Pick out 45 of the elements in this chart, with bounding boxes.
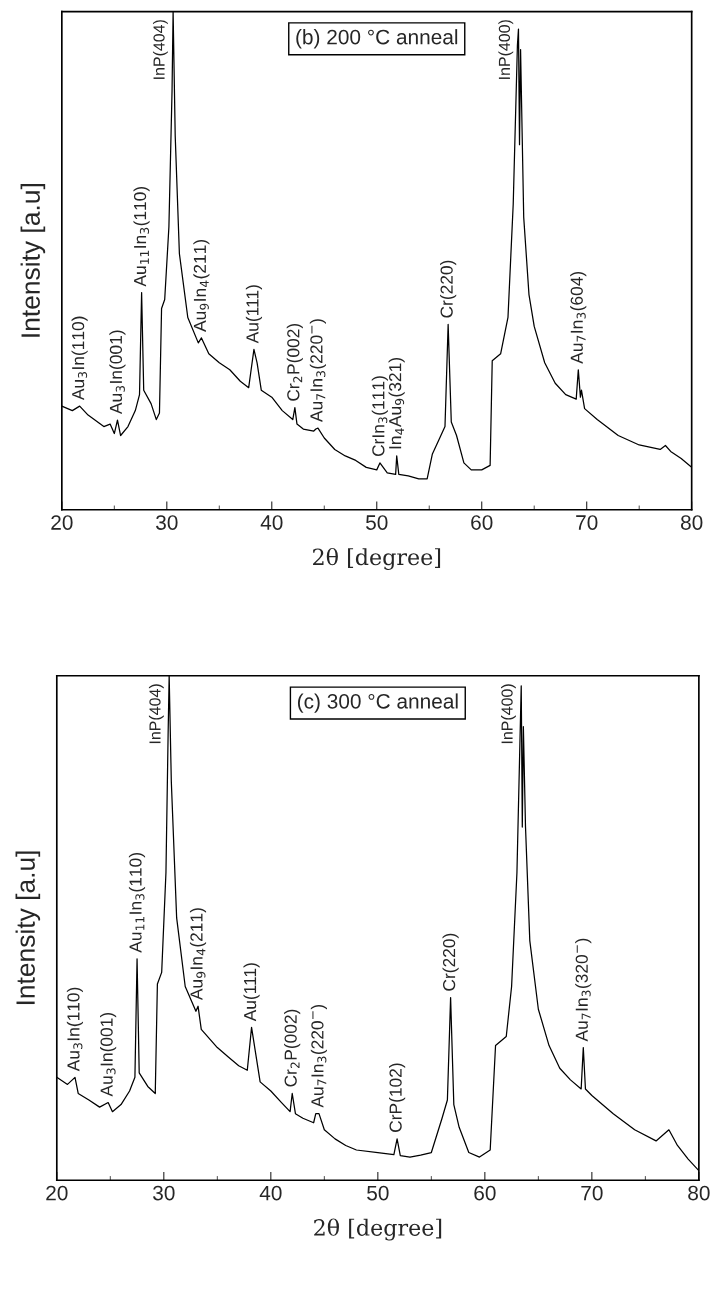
annotation: Au$_{11}$In$_{3}$(110) xyxy=(128,853,146,953)
y-axis-title: Intensity [a.u] xyxy=(15,851,41,1005)
x-tick-label: 40 xyxy=(259,1185,282,1201)
x-tick-label: 60 xyxy=(474,1185,496,1201)
annotation: InP(400) xyxy=(498,20,514,79)
annotation: Au(111) xyxy=(245,285,263,344)
x-tick-label: 20 xyxy=(51,515,73,530)
annotation: Au$_{7}$In$_{3}$(604) xyxy=(570,271,587,364)
x-tick-label: 50 xyxy=(367,1185,389,1201)
annotation: Au$_{7}$In$_{3}$(220$^{−}$) xyxy=(310,1004,327,1108)
x-tick-label: 20 xyxy=(46,1185,68,1201)
x-tick-label: 80 xyxy=(681,515,703,530)
annotation: InP(400) xyxy=(500,684,516,744)
x-tick-label: 40 xyxy=(260,515,283,530)
annotation: Au$_{7}$In$_{3}$(220$^{−}$) xyxy=(309,319,326,423)
annotation: Au$_{3}$In(110) xyxy=(66,987,84,1072)
annotation: Cr(220) xyxy=(440,260,457,318)
x-tick-label: 80 xyxy=(688,1185,710,1201)
annotation: Au$_{9}$In$_{4}$(211) xyxy=(189,908,207,1001)
annotation: (c) 300 °C anneal xyxy=(297,693,458,713)
x-tick-label: 30 xyxy=(153,1185,175,1201)
annotation: Au$_{9}$In$_{4}$(211) xyxy=(193,240,210,332)
annotation: Au(111) xyxy=(243,963,260,1022)
annotation: (b) 200 °C anneal xyxy=(296,29,458,49)
x-axis-title: 2θ [degree] xyxy=(313,547,441,570)
annotation: Cr$_{2}$P(002) xyxy=(284,1009,301,1087)
y-axis-title: Intensity [a.u] xyxy=(20,184,46,337)
annotation: Au$_{3}$In(001) xyxy=(109,330,126,415)
annotation: Au$_{7}$In$_{3}$(320$^{−}$) xyxy=(575,938,592,1042)
x-tick-label: 60 xyxy=(471,515,493,530)
annotation: In$_{4}$Au$_{9}$(321) xyxy=(388,358,405,449)
annotation: InP(404) xyxy=(148,684,164,744)
annotation: CrIn$_{3}$(111) xyxy=(371,376,388,457)
x-axis-title: 2θ [degree] xyxy=(314,1218,442,1241)
annotation: Au$_{11}$In$_{3}$(110) xyxy=(133,186,150,287)
annotation: Cr$_{2}$P(002) xyxy=(286,323,303,401)
x-tick-label: 70 xyxy=(581,1185,603,1201)
annotation: Au$_{3}$In(110) xyxy=(71,316,88,401)
annotation: InP(404) xyxy=(152,20,168,79)
x-tick-label: 30 xyxy=(156,515,178,530)
annotation: Au$_{3}$In(001) xyxy=(100,1012,117,1097)
annotation: Cr(220) xyxy=(442,933,459,991)
x-tick-label: 70 xyxy=(576,515,598,530)
annotation: CrP(102) xyxy=(389,1063,406,1132)
x-tick-label: 50 xyxy=(366,515,388,530)
